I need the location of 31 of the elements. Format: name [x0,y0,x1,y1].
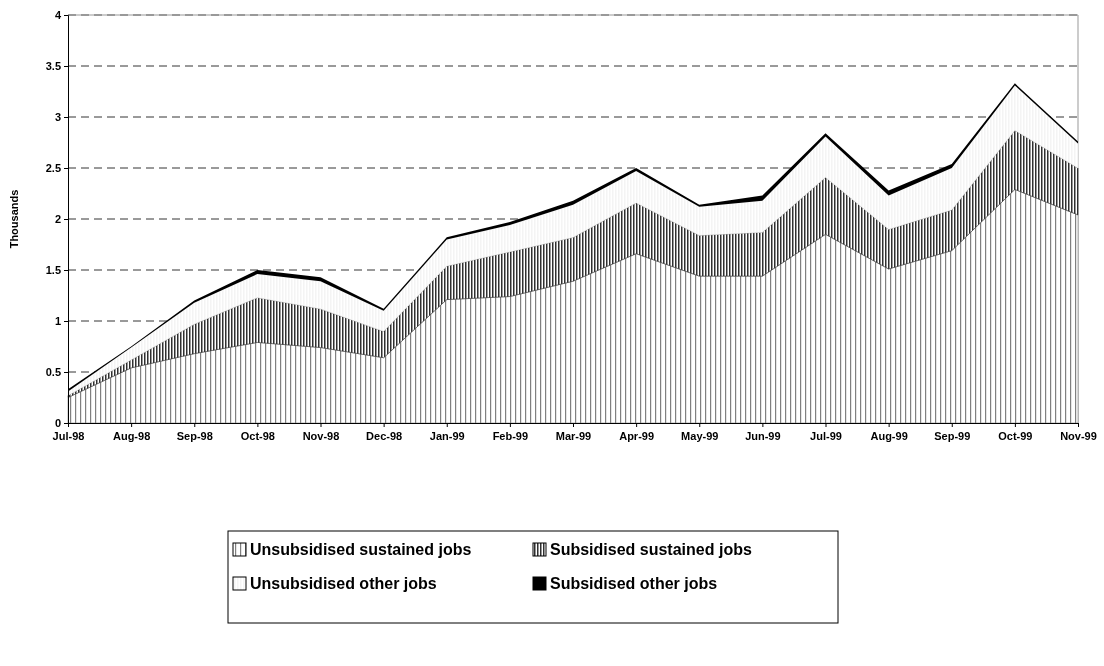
x-tick-label: Jul-99 [810,429,842,442]
y-tick-label: 2 [54,213,61,226]
x-tick-label: Sep-99 [934,429,971,442]
x-tick-label: Aug-99 [870,429,908,442]
x-tick-label: Jun-99 [745,429,781,442]
x-tick-label: Nov-98 [302,429,340,442]
x-tick-label: Oct-99 [998,429,1033,442]
y-tick-label: 0.5 [45,366,61,379]
legend-label: Unsubsidised sustained jobs [250,541,472,558]
x-tick-label: Feb-99 [492,429,529,442]
legend-label: Unsubsidised other jobs [250,575,437,592]
y-axis-title: Thousands [8,189,20,249]
x-tick-label: Sep-98 [176,429,213,442]
y-tick-label: 2.5 [45,162,61,175]
y-tick-label: 1 [54,315,61,328]
x-tick-label: Nov-99 [1060,429,1097,442]
y-tick-label: 3 [54,111,61,124]
y-tick-label: 1.5 [45,264,61,277]
x-tick-label: Jul-98 [52,429,85,442]
x-tick-label: Oct-98 [240,429,275,442]
legend-label: Subsidised sustained jobs [550,541,752,558]
x-tick-label: May-99 [681,429,719,442]
x-tick-label: Jan-99 [429,429,465,442]
legend-label: Subsidised other jobs [550,575,718,592]
x-tick-label: Mar-99 [555,429,592,442]
x-tick-label: Aug-98 [112,429,151,442]
x-tick-label: Dec-98 [366,429,403,442]
y-tick-label: 3.5 [45,60,61,73]
x-tick-label: Apr-99 [619,429,655,442]
y-tick-label: 0 [54,417,61,430]
y-tick-label: 4 [54,9,62,22]
